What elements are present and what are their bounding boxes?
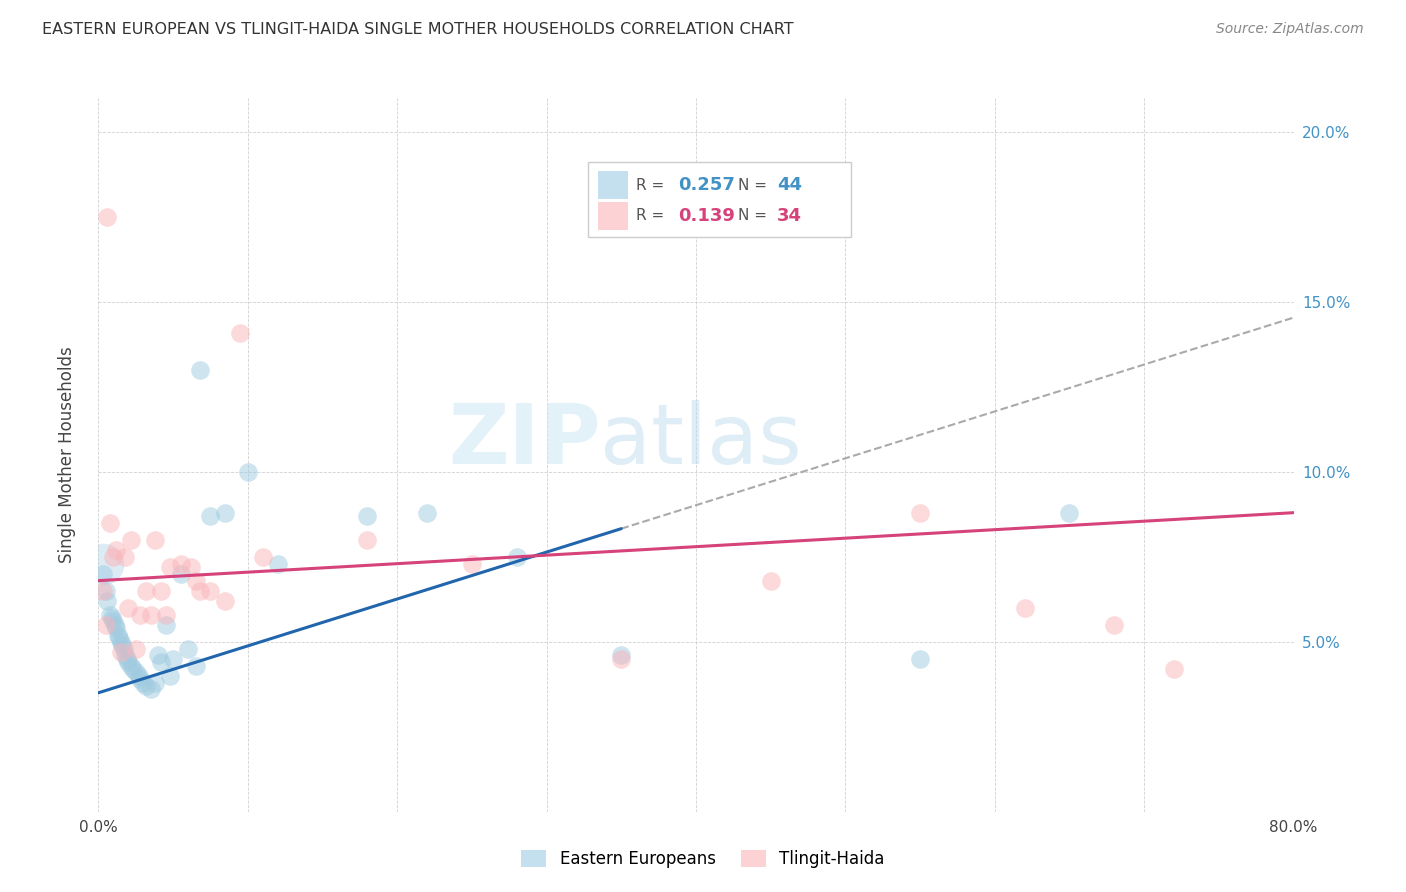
Text: 0.257: 0.257 [678,177,735,194]
Point [114,549,136,564]
Point [101,611,124,625]
Text: N =: N = [738,178,772,193]
Point [267,557,290,571]
Point [214,594,236,608]
Point [103,549,125,564]
Point [129,672,152,686]
Text: ZIP: ZIP [449,401,600,481]
Point [169,557,191,571]
Point [112,641,135,656]
Point [356,533,378,547]
Point [184,658,207,673]
Point [135,679,157,693]
Point [184,574,207,588]
Point [121,662,143,676]
Point [91,557,114,571]
Point [132,675,155,690]
Point [105,621,128,635]
Point [110,635,132,649]
Point [610,652,633,666]
Point [356,509,378,524]
Point [125,641,148,656]
Point [759,574,782,588]
Text: 44: 44 [778,177,803,194]
Point [94,583,117,598]
Point [908,652,931,666]
Point [150,583,173,598]
Text: R =: R = [637,209,669,223]
Point [1163,662,1185,676]
Point [150,655,173,669]
Point [135,583,157,598]
Point [91,566,114,581]
Point [252,549,274,564]
Point [143,533,166,547]
Point [104,617,127,632]
Point [120,533,142,547]
Point [1059,506,1081,520]
Point [155,607,177,622]
Text: R =: R = [637,178,669,193]
Point [188,363,211,377]
Point [100,516,122,530]
Point [200,583,222,598]
Point [129,607,152,622]
Point [177,641,200,656]
Point [159,669,181,683]
Point [1014,600,1036,615]
Text: N =: N = [738,209,772,223]
Point [162,652,184,666]
Point [169,566,191,581]
Point [103,615,125,629]
Point [117,655,139,669]
Point [506,549,529,564]
Point [100,607,122,622]
Point [107,628,129,642]
Point [128,669,150,683]
Point [461,557,484,571]
Point [96,594,118,608]
Y-axis label: Single Mother Households: Single Mother Households [58,347,76,563]
Point [110,645,132,659]
Point [96,210,118,224]
Point [139,682,162,697]
Point [91,583,114,598]
Text: atlas: atlas [600,401,801,481]
Legend: Eastern Europeans, Tlingit-Haida: Eastern Europeans, Tlingit-Haida [515,843,891,875]
FancyBboxPatch shape [588,162,852,237]
Point [114,648,136,663]
Point [148,648,170,663]
Point [610,648,633,663]
Point [108,632,131,646]
Point [105,543,128,558]
Point [416,506,439,520]
Point [125,665,148,680]
Point [188,583,211,598]
Point [155,617,177,632]
Point [139,607,162,622]
Point [94,617,117,632]
Point [214,506,236,520]
Point [908,506,931,520]
Text: 0.139: 0.139 [678,207,735,225]
Point [1104,617,1126,632]
FancyBboxPatch shape [598,202,628,230]
Point [143,675,166,690]
Point [117,600,139,615]
Text: EASTERN EUROPEAN VS TLINGIT-HAIDA SINGLE MOTHER HOUSEHOLDS CORRELATION CHART: EASTERN EUROPEAN VS TLINGIT-HAIDA SINGLE… [42,22,794,37]
Point [159,560,181,574]
Point [111,638,134,652]
Point [229,326,252,340]
Point [120,658,142,673]
Text: 34: 34 [778,207,803,225]
Point [236,465,259,479]
Point [115,652,138,666]
Text: Source: ZipAtlas.com: Source: ZipAtlas.com [1216,22,1364,37]
FancyBboxPatch shape [598,171,628,200]
Point [200,509,222,524]
Point [180,560,202,574]
